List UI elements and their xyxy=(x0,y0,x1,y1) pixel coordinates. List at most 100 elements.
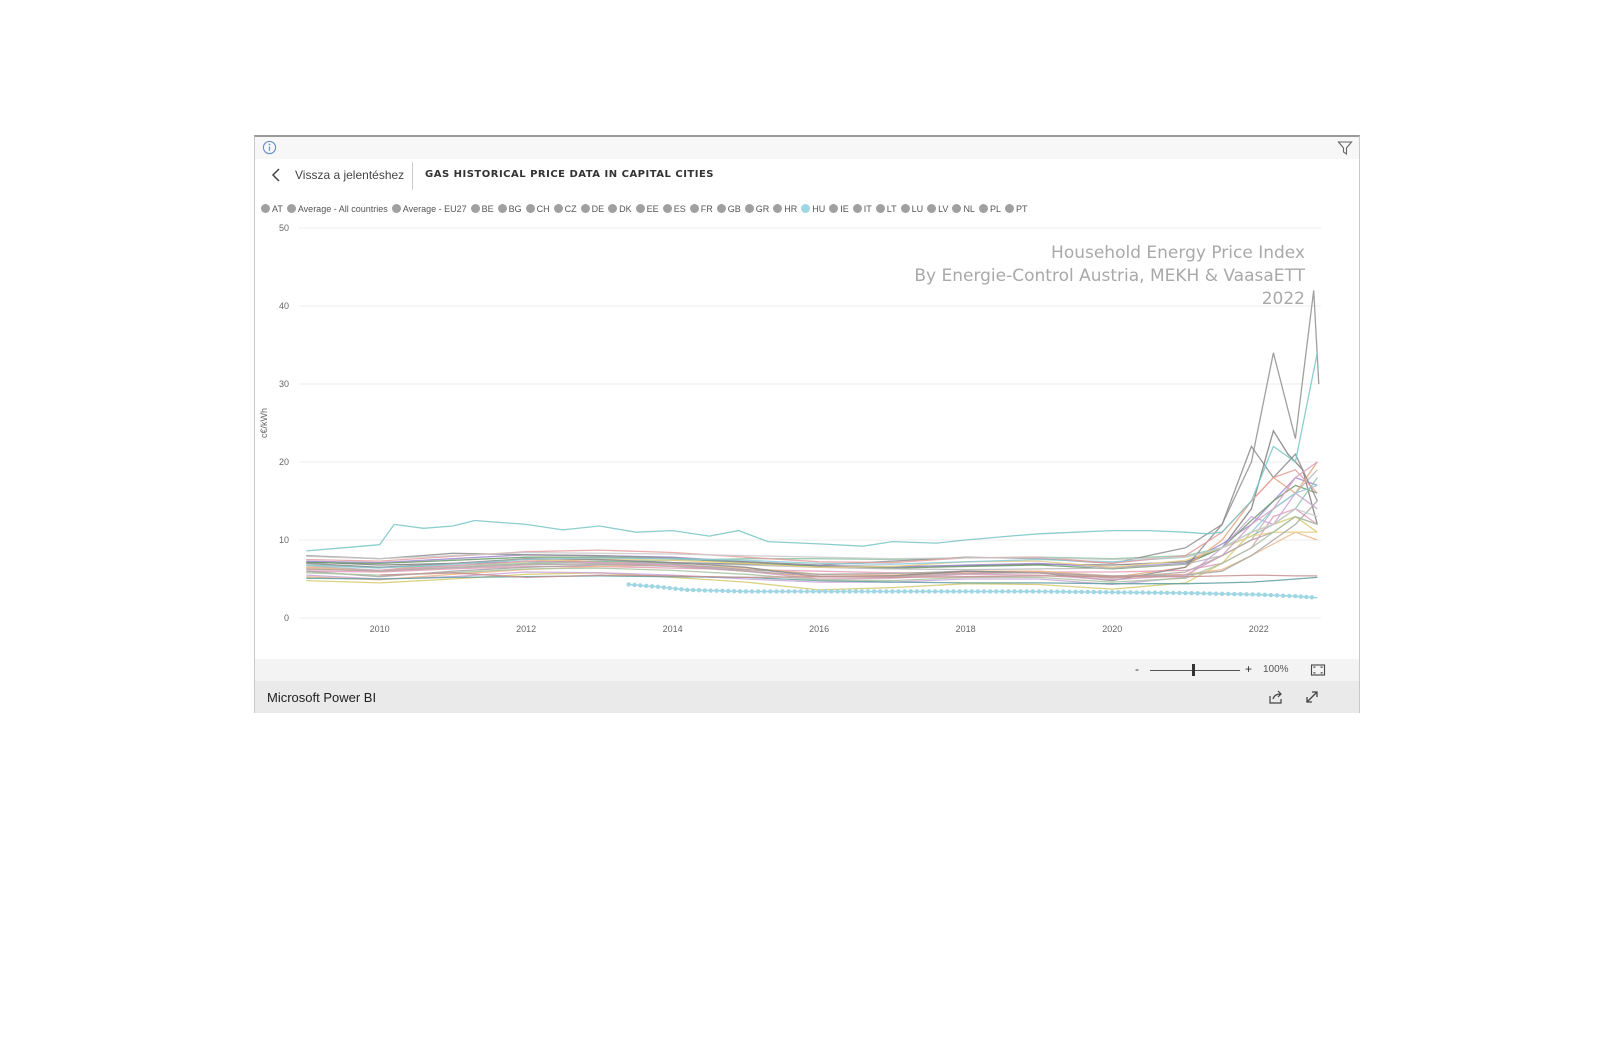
filter-icon[interactable] xyxy=(1337,140,1353,156)
legend-label: GR xyxy=(755,204,770,214)
legend-item-pt[interactable]: PT xyxy=(1004,204,1028,214)
legend-item-ch[interactable]: CH xyxy=(525,204,550,214)
series-point-hu xyxy=(1256,592,1261,597)
legend-label: BG xyxy=(508,204,522,214)
legend-item-de[interactable]: DE xyxy=(580,204,604,214)
series-point-hu xyxy=(1134,590,1139,595)
page-title: GAS HISTORICAL PRICE DATA IN CAPITAL CIT… xyxy=(425,169,714,180)
series-point-hu xyxy=(632,582,637,588)
series-point-hu xyxy=(661,585,667,590)
legend-item-cz[interactable]: CZ xyxy=(553,204,577,214)
chevron-left-icon[interactable] xyxy=(269,167,285,183)
series-point-hu xyxy=(1250,592,1255,597)
legend-item-pl[interactable]: PL xyxy=(978,204,1001,214)
series-point-hu xyxy=(749,589,755,594)
info-icon[interactable] xyxy=(262,140,277,155)
legend-dot xyxy=(1004,204,1014,213)
legend-dot xyxy=(635,204,645,213)
zoom-out-button[interactable]: - xyxy=(1135,662,1139,676)
series-point-hu xyxy=(865,589,871,594)
legend-item-fr[interactable]: FR xyxy=(689,204,713,214)
series-point-hu xyxy=(1006,589,1011,594)
legend-dot xyxy=(927,204,937,213)
legend-label: PT xyxy=(1015,204,1028,214)
legend-label: BE xyxy=(481,204,494,214)
series-line-average-all-countries xyxy=(306,476,1318,568)
series-point-hu xyxy=(1213,591,1219,596)
legend-item-lt[interactable]: LT xyxy=(875,204,897,214)
series-point-hu xyxy=(1244,592,1249,597)
legend-item-hr[interactable]: HR xyxy=(773,204,797,214)
series-point-hu xyxy=(762,589,767,594)
share-icon[interactable] xyxy=(1267,688,1285,706)
series-point-hu xyxy=(649,584,655,589)
legend-item-it[interactable]: IT xyxy=(852,204,872,214)
legend-item-average-eu27[interactable]: Average - EU27 xyxy=(391,204,467,214)
legend-item-lv[interactable]: LV xyxy=(927,204,948,214)
series-point-hu xyxy=(1055,589,1060,594)
series-point-hu xyxy=(1140,590,1145,595)
legend-dot xyxy=(801,204,811,213)
legend-label: CZ xyxy=(564,204,577,214)
legend-item-gr[interactable]: GR xyxy=(744,204,770,214)
watermark-line: By Energie-Control Austria, MEKH & Vaasa… xyxy=(914,266,1305,286)
legend-label: EE xyxy=(646,204,659,214)
brand-label[interactable]: Microsoft Power BI xyxy=(267,690,377,705)
legend-item-gb[interactable]: GB xyxy=(716,204,741,214)
legend-item-lu[interactable]: LU xyxy=(900,204,923,214)
legend-item-ee[interactable]: EE xyxy=(635,204,659,214)
series-point-hu xyxy=(1152,590,1158,595)
series-point-hu xyxy=(1097,589,1103,595)
series-point-hu xyxy=(823,589,828,594)
series-point-hu xyxy=(1195,591,1200,596)
series-point-hu xyxy=(1262,592,1268,598)
series-line-gb xyxy=(306,500,1318,578)
watermark-line: Household Energy Price Index xyxy=(1051,243,1305,263)
legend-item-bg[interactable]: BG xyxy=(497,204,522,214)
legend-item-be[interactable]: BE xyxy=(470,204,494,214)
series-point-hu xyxy=(774,589,779,594)
series-point-hu xyxy=(957,589,962,594)
series-point-hu xyxy=(1293,593,1298,599)
series-line-it xyxy=(306,469,1318,565)
fit-to-page-icon[interactable] xyxy=(1310,662,1326,678)
series-point-hu xyxy=(726,588,731,594)
legend-item-hu[interactable]: HU xyxy=(801,204,825,214)
back-to-report-link[interactable]: Vissza a jelentéshez xyxy=(295,168,405,182)
zoom-in-button[interactable]: + xyxy=(1245,662,1253,676)
series-point-hu xyxy=(1177,590,1182,596)
series-point-hu xyxy=(1110,590,1115,595)
series-point-hu xyxy=(1018,589,1023,594)
series-point-hu xyxy=(829,589,834,594)
series-point-hu xyxy=(714,588,719,593)
series-point-hu xyxy=(1183,590,1188,596)
series-line-pl xyxy=(379,572,1318,579)
y-tick-label: 10 xyxy=(279,535,289,545)
expand-icon[interactable] xyxy=(1303,688,1321,706)
series-point-hu xyxy=(1061,589,1066,594)
legend-item-es[interactable]: ES xyxy=(662,204,686,214)
legend-item-dk[interactable]: DK xyxy=(608,204,632,214)
legend-label: CH xyxy=(536,204,550,214)
zoom-toolbar: - + 100% xyxy=(255,659,1359,681)
series-point-hu xyxy=(1268,592,1274,598)
legend-item-average-all-countries[interactable]: Average - All countries xyxy=(286,204,388,214)
series-point-hu xyxy=(1122,590,1127,595)
series-point-hu xyxy=(884,589,889,594)
legend-label: Average - EU27 xyxy=(402,204,467,214)
series-point-hu xyxy=(1000,589,1005,594)
series-point-hu xyxy=(1298,594,1304,599)
report-top-bar xyxy=(255,137,1359,159)
series-point-hu xyxy=(1287,593,1292,599)
series-point-hu xyxy=(1128,590,1133,595)
legend-label: AT xyxy=(272,204,283,214)
zoom-slider-track[interactable] xyxy=(1150,670,1240,671)
legend-dot xyxy=(580,204,590,213)
series-point-hu xyxy=(690,587,696,593)
legend-item-nl[interactable]: NL xyxy=(952,204,975,214)
series-point-hu xyxy=(1189,590,1194,596)
zoom-slider-thumb[interactable] xyxy=(1192,664,1195,676)
legend-dot xyxy=(497,204,507,213)
legend-item-ie[interactable]: IE xyxy=(829,204,849,214)
legend-item-at[interactable]: AT xyxy=(261,204,283,214)
